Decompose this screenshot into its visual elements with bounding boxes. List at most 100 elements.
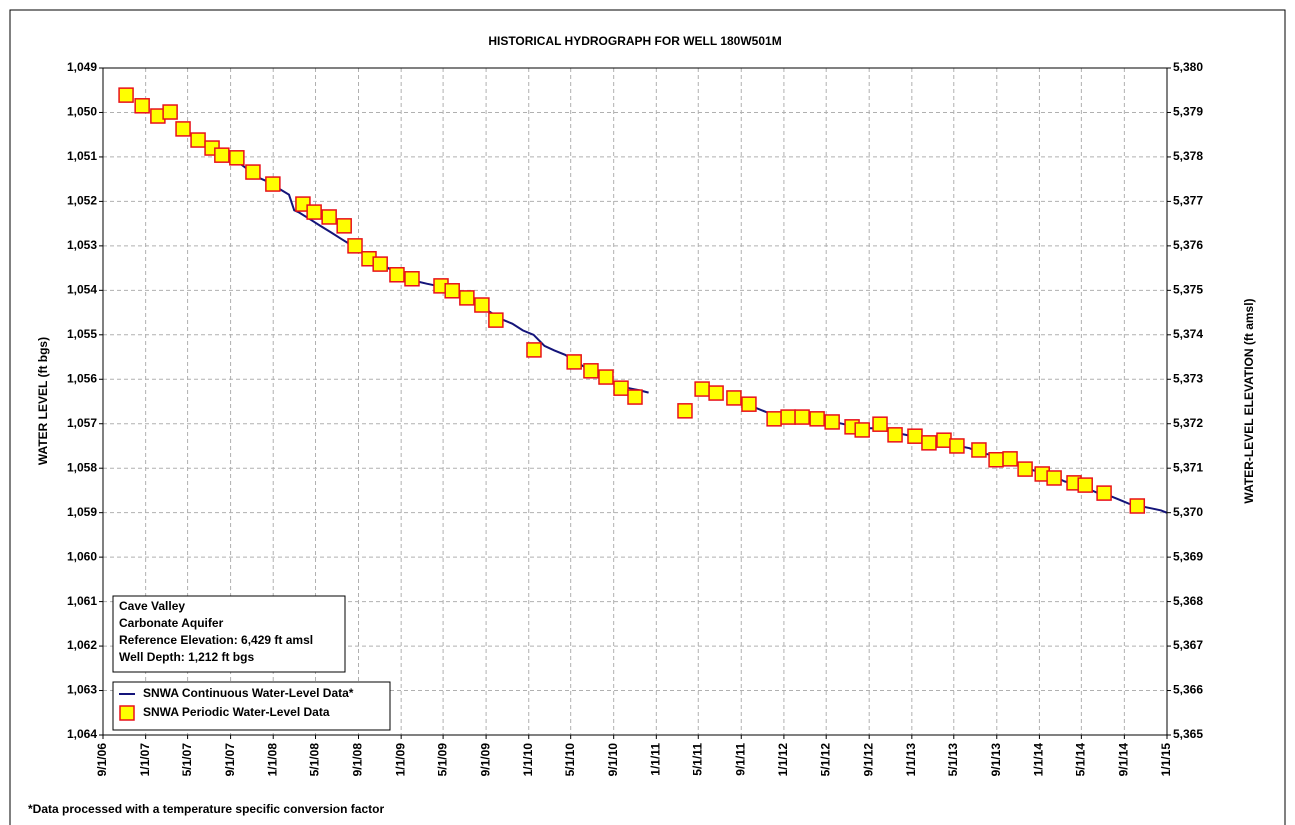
water-level-marker [598,369,614,385]
y2-tick-label: 5,377 [1173,194,1203,208]
water-level-marker [936,432,952,448]
chart-title: HISTORICAL HYDROGRAPH FOR WELL 180W501M [488,34,781,48]
water-level-marker [1017,461,1033,477]
water-level-marker [306,204,322,220]
water-level-marker [190,132,206,148]
x-tick-label: 5/1/14 [1074,743,1088,777]
x-tick-label: 1/1/11 [648,743,662,776]
legend-label: SNWA Periodic Water-Level Data [143,705,330,719]
water-level-marker [613,380,629,396]
water-level-marker [347,238,363,254]
water-level-marker [526,342,542,358]
y2-axis-label: WATER-LEVEL ELEVATION (ft amsl) [1242,298,1256,503]
y-tick-label: 1,056 [67,371,97,385]
water-level-marker [726,390,742,406]
x-tick-label: 9/1/07 [223,743,237,777]
x-tick-label: 1/1/15 [1159,743,1173,777]
y-tick-label: 1,062 [67,638,97,652]
water-level-marker [566,354,582,370]
water-level-marker [872,416,888,432]
water-level-marker [162,104,178,120]
water-level-marker [1096,485,1112,501]
y-tick-label: 1,054 [67,283,97,297]
legend: SNWA Continuous Water-Level Data* SNWA Pe… [112,681,391,731]
info-text: Carbonate Aquifer [119,616,224,630]
y2-tick-label: 5,368 [1173,594,1203,608]
y2-tick-label: 5,379 [1173,105,1203,119]
water-level-marker [336,218,352,234]
water-level-marker [1129,498,1146,514]
y2-tick-label: 5,370 [1173,505,1203,519]
x-tick-label: 1/1/13 [904,743,918,777]
y-tick-label: 1,050 [67,105,97,119]
x-tick-label: 5/1/11 [690,743,704,776]
water-level-marker [887,427,903,443]
water-level-marker [459,290,475,306]
x-tick-label: 5/1/08 [308,743,322,777]
x-tick-label: 9/1/14 [1117,743,1131,777]
water-level-marker [474,297,490,313]
y2-tick-label: 5,369 [1173,549,1203,563]
water-level-marker [444,283,460,299]
water-level-marker [229,150,245,166]
x-tick-label: 5/1/07 [180,743,194,777]
legend-label: SNWA Continuous Water-Level Data* [143,686,354,700]
y2-tick-label: 5,365 [1173,727,1203,741]
water-level-marker [949,438,965,454]
water-level-marker [694,381,710,397]
legend-frame [112,681,391,731]
y2-tick-label: 5,376 [1173,238,1203,252]
info-text: Cave Valley [119,599,185,613]
y2-tick-label: 5,366 [1173,683,1203,697]
water-level-marker [1046,470,1062,486]
y-tick-label: 1,052 [67,194,97,208]
legend-swatch [119,705,135,721]
y-tick-label: 1,051 [67,149,97,163]
y2-tick-label: 5,375 [1173,283,1203,297]
x-tick-label: 1/1/08 [265,743,279,777]
y-tick-label: 1,063 [67,683,97,697]
x-tick-label: 9/1/12 [861,743,875,777]
water-level-marker [824,414,840,430]
y2-tick-label: 5,374 [1173,327,1203,341]
x-tick-label: 9/1/13 [989,743,1003,777]
x-tick-label: 1/1/09 [393,743,407,777]
water-level-marker [907,428,923,444]
y-tick-label: 1,055 [67,327,97,341]
y2-tick-label: 5,372 [1173,416,1203,430]
water-level-marker [265,176,281,192]
water-level-marker [741,396,757,412]
water-level-marker [214,147,230,163]
x-tick-label: 9/1/10 [606,743,620,777]
plot-border [102,67,1168,736]
water-level-marker [488,312,504,328]
x-tick-label: 9/1/06 [95,743,109,777]
water-level-marker [794,409,810,425]
water-level-marker [321,209,337,225]
x-tick-label: 1/1/14 [1032,743,1046,777]
info-text: Reference Elevation: 6,429 ft amsl [119,633,313,647]
water-level-marker [766,411,782,427]
y2-tick-label: 5,380 [1173,60,1203,74]
water-level-marker [854,422,870,438]
info-box: Cave Valley Carbonate Aquifer Reference El… [112,595,346,673]
x-tick-label: 1/1/10 [521,743,535,777]
water-level-marker [708,385,724,401]
water-level-marker [971,442,987,458]
y-tick-label: 1,053 [67,238,97,252]
data [118,87,1168,514]
water-level-marker [245,164,261,180]
water-level-marker [677,403,693,419]
y2-tick-label: 5,373 [1173,371,1203,385]
water-level-marker [372,256,388,272]
x-tick-label: 1/1/07 [138,743,152,777]
y2-tick-label: 5,371 [1173,460,1203,474]
water-level-marker [809,411,825,427]
x-tick-label: 5/1/13 [946,743,960,777]
x-tick-label: 9/1/08 [351,743,365,777]
water-level-marker [175,121,191,137]
y2-tick-label: 5,367 [1173,638,1203,652]
y-tick-label: 1,059 [67,505,97,519]
